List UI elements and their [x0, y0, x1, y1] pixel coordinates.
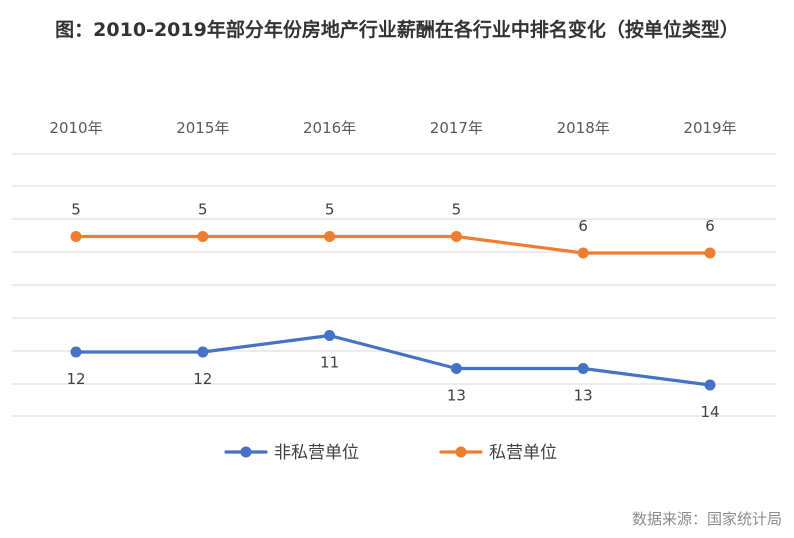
x-axis-tick-labels: 2010年 2015年 2016年 2017年 2018年 2019年 — [49, 119, 736, 137]
data-point — [70, 231, 82, 242]
legend-swatch-marker — [455, 446, 467, 458]
x-tick-label: 2016年 — [303, 119, 356, 137]
data-label: 5 — [325, 201, 335, 219]
data-point — [704, 247, 716, 259]
chart-title: 图：2010-2019年部分年份房地产行业薪酬在各行业中排名变化（按单位类型） — [55, 19, 739, 41]
x-tick-label: 2010年 — [49, 119, 102, 137]
legend-label: 非私营单位 — [274, 443, 359, 463]
x-tick-label: 2017年 — [430, 119, 483, 137]
data-label: 6 — [705, 217, 715, 235]
data-label: 6 — [578, 217, 588, 235]
data-label: 5 — [71, 201, 81, 219]
series-2: 5 5 5 5 6 6 — [70, 201, 716, 259]
data-label: 13 — [574, 387, 593, 405]
data-point — [704, 379, 716, 391]
data-point — [197, 346, 209, 358]
data-label: 13 — [447, 387, 466, 405]
data-point — [324, 330, 336, 341]
series-line — [74, 333, 712, 387]
legend-swatch-marker — [240, 446, 252, 458]
data-label: 5 — [452, 201, 462, 219]
data-point — [450, 231, 462, 242]
data-point — [577, 247, 589, 259]
data-point — [450, 363, 462, 374]
x-tick-label: 2018年 — [557, 119, 610, 137]
legend-item: 私营单位 — [439, 443, 557, 463]
legend-item: 非私营单位 — [224, 443, 359, 463]
data-label: 11 — [320, 354, 339, 372]
data-point — [70, 346, 82, 358]
data-source-note: 数据来源：国家统计局 — [631, 510, 782, 528]
data-label: 5 — [198, 201, 208, 219]
x-tick-label: 2015年 — [176, 119, 229, 137]
data-point — [577, 363, 589, 374]
data-point — [324, 231, 336, 242]
data-point — [197, 231, 209, 242]
series-1: 12 12 11 13 13 14 — [66, 330, 720, 421]
gridlines — [12, 153, 776, 417]
data-label: 12 — [66, 370, 85, 388]
series-group: 12 12 11 13 13 14 5 5 5 5 6 6 — [66, 201, 719, 422]
data-label: 12 — [193, 370, 212, 388]
x-tick-label: 2019年 — [683, 119, 736, 137]
legend-label: 私营单位 — [489, 443, 557, 463]
data-label: 14 — [700, 403, 719, 421]
legend: 非私营单位 私营单位 — [224, 443, 557, 463]
series-line — [74, 234, 712, 255]
